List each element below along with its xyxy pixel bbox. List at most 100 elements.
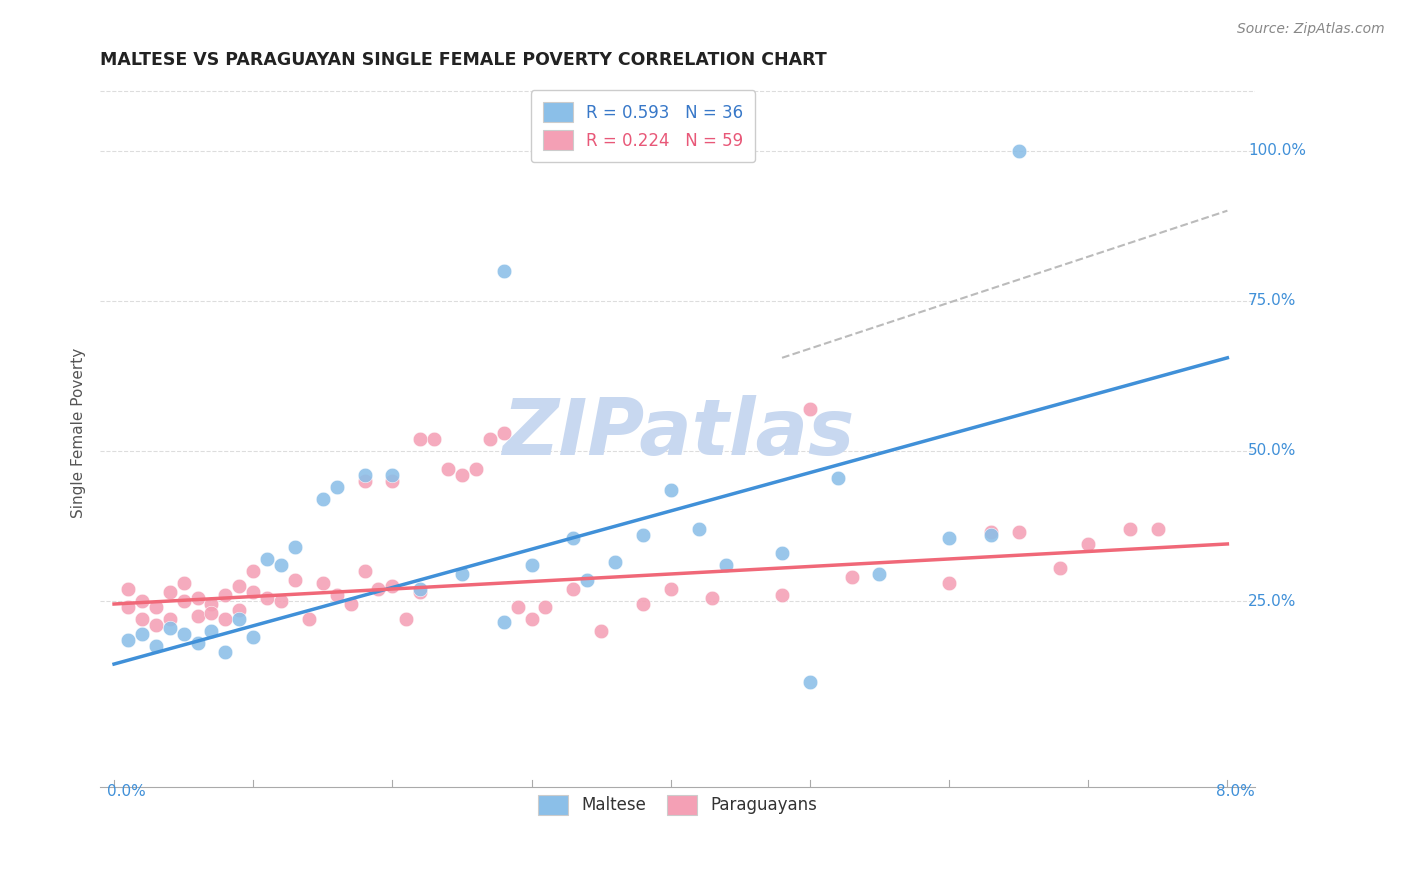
Point (562, 582, 585, 596)
Text: ZIPatlas: ZIPatlas (502, 395, 853, 471)
Text: Source: ZipAtlas.com: Source: ZipAtlas.com (1237, 22, 1385, 37)
Point (228, 579, 250, 593)
Point (409, 585, 432, 599)
Point (270, 594, 292, 608)
Text: 100.0%: 100.0% (1249, 143, 1306, 158)
Point (770, 588, 793, 602)
Point (159, 612, 181, 626)
Point (659, 582, 682, 596)
Point (1007, 524, 1029, 539)
Text: 25.0%: 25.0% (1249, 593, 1296, 608)
Point (506, 600, 529, 615)
Point (325, 588, 347, 602)
Point (659, 483, 682, 497)
Point (520, 558, 543, 572)
Point (938, 531, 960, 545)
Point (799, 401, 821, 416)
Point (631, 597, 654, 611)
Point (702, 591, 724, 605)
Point (437, 462, 460, 476)
Text: 0.0%: 0.0% (107, 784, 146, 799)
Point (200, 624, 222, 638)
Point (631, 528, 654, 542)
Point (980, 524, 1002, 539)
Legend: Maltese, Paraguayans: Maltese, Paraguayans (529, 785, 827, 825)
Point (312, 576, 335, 591)
Point (409, 582, 432, 596)
Text: 75.0%: 75.0% (1249, 293, 1296, 309)
Point (770, 546, 793, 560)
Point (145, 600, 167, 615)
Point (492, 615, 515, 629)
Point (492, 425, 515, 440)
Point (381, 579, 404, 593)
Point (520, 612, 543, 626)
Point (688, 522, 710, 536)
Point (1119, 522, 1142, 536)
Point (187, 609, 209, 624)
Point (173, 627, 195, 641)
Point (869, 566, 891, 581)
Point (464, 462, 486, 476)
Point (117, 633, 139, 648)
Point (117, 600, 139, 615)
Point (242, 564, 264, 578)
Point (214, 645, 236, 659)
Point (284, 540, 307, 554)
Point (451, 467, 474, 482)
Point (131, 612, 153, 626)
Point (173, 576, 195, 591)
Point (716, 558, 738, 572)
Point (381, 474, 404, 488)
Point (423, 432, 446, 446)
Point (325, 480, 347, 494)
Point (270, 558, 292, 572)
Point (591, 624, 613, 638)
Point (1007, 144, 1029, 158)
Point (228, 603, 250, 617)
Point (478, 432, 501, 446)
Point (534, 600, 557, 615)
Y-axis label: Single Female Poverty: Single Female Poverty (72, 348, 86, 518)
Text: 50.0%: 50.0% (1249, 443, 1296, 458)
Point (284, 573, 307, 587)
Point (214, 588, 236, 602)
Point (117, 582, 139, 596)
Point (938, 576, 960, 591)
Point (1049, 561, 1071, 575)
Point (339, 597, 361, 611)
Point (159, 585, 181, 599)
Point (576, 573, 599, 587)
Point (187, 591, 209, 605)
Point (242, 630, 264, 644)
Point (451, 566, 474, 581)
Point (799, 675, 821, 690)
Point (395, 612, 418, 626)
Point (145, 618, 167, 632)
Point (256, 552, 278, 566)
Point (367, 582, 389, 596)
Point (145, 639, 167, 653)
Point (298, 612, 321, 626)
Point (492, 264, 515, 278)
Point (827, 471, 849, 485)
Point (562, 531, 585, 545)
Point (353, 564, 375, 578)
Point (187, 636, 209, 650)
Point (353, 474, 375, 488)
Point (353, 467, 375, 482)
Point (228, 612, 250, 626)
Point (841, 570, 863, 584)
Point (214, 612, 236, 626)
Point (381, 467, 404, 482)
Point (409, 432, 432, 446)
Point (131, 594, 153, 608)
Point (200, 597, 222, 611)
Text: MALTESE VS PARAGUAYAN SINGLE FEMALE POVERTY CORRELATION CHART: MALTESE VS PARAGUAYAN SINGLE FEMALE POVE… (100, 51, 827, 69)
Point (173, 594, 195, 608)
Point (980, 528, 1002, 542)
Point (603, 555, 626, 569)
Point (159, 621, 181, 635)
Point (312, 491, 335, 506)
Text: 8.0%: 8.0% (1216, 784, 1256, 799)
